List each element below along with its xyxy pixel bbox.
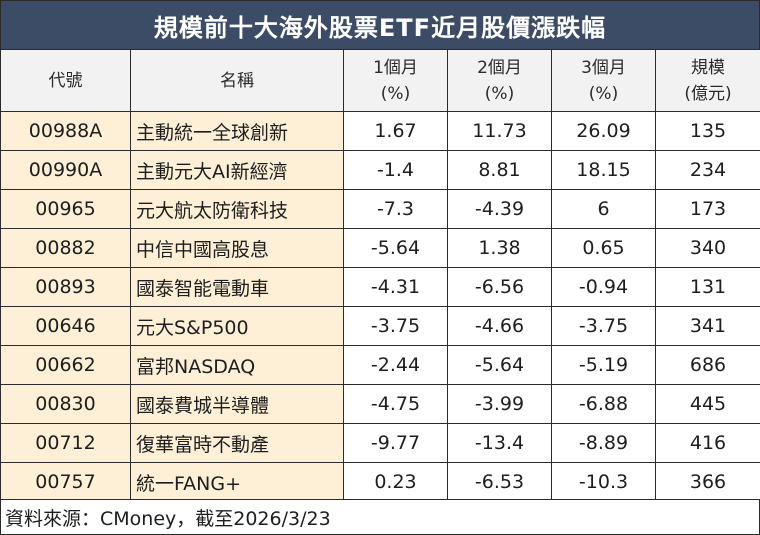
header-aum: 規模 (億元) (655, 49, 760, 112)
header-row: 代號 名稱 1個月 (%) 2個月 (%) 3個月 (%) 規模 (億元) (0, 49, 760, 112)
etf-code: 00662 (0, 345, 131, 385)
return-3-month: 18.15 (551, 150, 656, 190)
header-code: 代號 (0, 49, 131, 112)
aum-value: 416 (655, 423, 760, 463)
return-1-month: -3.75 (343, 306, 448, 346)
source-note: 資料來源：CMoney，截至2026/3/23 (0, 499, 760, 535)
return-1-month: -4.75 (343, 384, 448, 424)
aum-value: 234 (655, 150, 760, 190)
return-2-month: -4.66 (447, 306, 552, 346)
return-2-month: 8.81 (447, 150, 552, 190)
etf-table: 代號 名稱 1個月 (%) 2個月 (%) 3個月 (%) 規模 (億元) 00988A… (0, 49, 760, 502)
return-1-month: 1.67 (343, 111, 448, 151)
etf-name: 元大航太防衛科技 (130, 189, 344, 229)
return-2-month: -6.53 (447, 462, 552, 502)
header-2-month: 2個月 (%) (447, 49, 552, 112)
etf-name: 復華富時不動產 (130, 423, 344, 463)
return-2-month: -4.39 (447, 189, 552, 229)
aum-value: 366 (655, 462, 760, 502)
etf-code: 00882 (0, 228, 131, 268)
table-row: 00646 元大S&P500 -3.75 -4.66 -3.75 341 (0, 306, 760, 346)
etf-name: 中信中國高股息 (130, 228, 344, 268)
return-2-month: -3.99 (447, 384, 552, 424)
etf-code: 00893 (0, 267, 131, 307)
table-row: 00662 富邦NASDAQ -2.44 -5.64 -5.19 686 (0, 345, 760, 385)
return-3-month: -0.94 (551, 267, 656, 307)
return-3-month: -8.89 (551, 423, 656, 463)
aum-value: 131 (655, 267, 760, 307)
etf-code: 00990A (0, 150, 131, 190)
etf-name: 國泰智能電動車 (130, 267, 344, 307)
aum-value: 445 (655, 384, 760, 424)
etf-name: 統一FANG+ (130, 462, 344, 502)
table-row: 00965 元大航太防衛科技 -7.3 -4.39 6 173 (0, 189, 760, 229)
return-1-month: -4.31 (343, 267, 448, 307)
aum-value: 173 (655, 189, 760, 229)
return-2-month: -13.4 (447, 423, 552, 463)
return-1-month: -5.64 (343, 228, 448, 268)
aum-value: 340 (655, 228, 760, 268)
return-3-month: -3.75 (551, 306, 656, 346)
header-1-month: 1個月 (%) (343, 49, 448, 112)
return-3-month: 6 (551, 189, 656, 229)
return-1-month: -7.3 (343, 189, 448, 229)
header-name: 名稱 (130, 49, 344, 112)
return-3-month: -10.3 (551, 462, 656, 502)
table-row: 00882 中信中國高股息 -5.64 1.38 0.65 340 (0, 228, 760, 268)
etf-name: 主動統一全球創新 (130, 111, 344, 151)
return-2-month: 11.73 (447, 111, 552, 151)
return-1-month: -2.44 (343, 345, 448, 385)
etf-code: 00757 (0, 462, 131, 502)
aum-value: 341 (655, 306, 760, 346)
etf-name: 主動元大AI新經濟 (130, 150, 344, 190)
etf-code: 00830 (0, 384, 131, 424)
return-2-month: -6.56 (447, 267, 552, 307)
table-row: 00893 國泰智能電動車 -4.31 -6.56 -0.94 131 (0, 267, 760, 307)
aum-value: 686 (655, 345, 760, 385)
table-row: 00830 國泰費城半導體 -4.75 -3.99 -6.88 445 (0, 384, 760, 424)
table-row: 00990A 主動元大AI新經濟 -1.4 8.81 18.15 234 (0, 150, 760, 190)
return-2-month: -5.64 (447, 345, 552, 385)
return-3-month: 0.65 (551, 228, 656, 268)
table-row: 00712 復華富時不動產 -9.77 -13.4 -8.89 416 (0, 423, 760, 463)
etf-name: 富邦NASDAQ (130, 345, 344, 385)
return-3-month: 26.09 (551, 111, 656, 151)
return-3-month: -5.19 (551, 345, 656, 385)
etf-code: 00965 (0, 189, 131, 229)
etf-code: 00988A (0, 111, 131, 151)
aum-value: 135 (655, 111, 760, 151)
header-3-month: 3個月 (%) (551, 49, 656, 112)
table-row: 00988A 主動統一全球創新 1.67 11.73 26.09 135 (0, 111, 760, 151)
return-1-month: 0.23 (343, 462, 448, 502)
return-1-month: -9.77 (343, 423, 448, 463)
table-title: 規模前十大海外股票ETF近月股價漲跌幅 (0, 0, 760, 50)
etf-name: 元大S&P500 (130, 306, 344, 346)
etf-code: 00712 (0, 423, 131, 463)
return-1-month: -1.4 (343, 150, 448, 190)
etf-name: 國泰費城半導體 (130, 384, 344, 424)
return-3-month: -6.88 (551, 384, 656, 424)
etf-code: 00646 (0, 306, 131, 346)
return-2-month: 1.38 (447, 228, 552, 268)
table-row: 00757 統一FANG+ 0.23 -6.53 -10.3 366 (0, 462, 760, 502)
